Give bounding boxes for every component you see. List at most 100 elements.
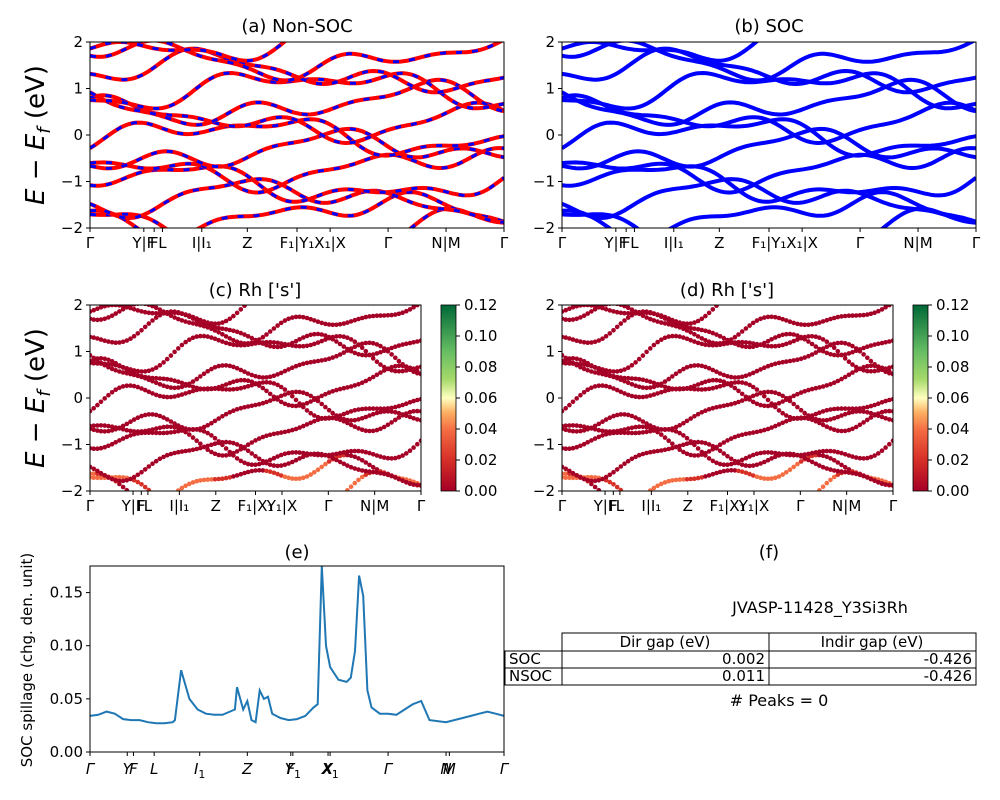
- band-dot: [91, 475, 96, 481]
- band-dot: [651, 485, 657, 491]
- band-dot: [795, 333, 800, 338]
- band-dot: [850, 300, 855, 305]
- band-dot: [271, 381, 277, 386]
- band-dot: [850, 343, 855, 349]
- band-dot: [400, 368, 405, 374]
- band-dot: [865, 312, 870, 317]
- band-dot: [728, 337, 734, 342]
- band-dot: [253, 438, 258, 443]
- band-dot: [91, 423, 96, 429]
- band-dot: [629, 456, 635, 462]
- band-dot: [574, 338, 579, 344]
- band-dot: [316, 505, 321, 510]
- band-dot: [820, 484, 826, 490]
- band-dot: [352, 466, 358, 471]
- ytick-label: 1: [73, 343, 83, 361]
- band-line-overlay: [90, 127, 504, 170]
- band-dot: [396, 415, 402, 420]
- band-dot: [308, 359, 314, 365]
- colorbar-tick-label: 0.02: [936, 451, 969, 469]
- band-dot: [607, 308, 613, 313]
- band-dot: [780, 399, 785, 404]
- band-dot: [567, 402, 572, 408]
- band-dot: [224, 501, 229, 506]
- band-dot: [359, 380, 365, 386]
- band-dot: [238, 367, 244, 373]
- band-dot: [99, 498, 104, 503]
- band-dot: [275, 431, 280, 436]
- band-dot: [578, 496, 583, 501]
- band-dot: [191, 505, 196, 510]
- band-dot: [706, 378, 712, 384]
- band-dot: [363, 378, 369, 384]
- xtick-label: Z: [242, 234, 252, 252]
- band-dot: [585, 496, 590, 501]
- band-dot: [370, 452, 376, 457]
- band-dot: [374, 406, 380, 412]
- band-dot: [670, 386, 675, 392]
- band-dot: [684, 336, 690, 342]
- band-dot: [846, 372, 852, 378]
- band-dot: [651, 342, 657, 348]
- band-dot: [773, 335, 778, 340]
- band-dot: [670, 322, 675, 328]
- band-dot: [267, 391, 273, 397]
- band-dot: [666, 316, 671, 321]
- xtick-label: X: [322, 760, 334, 778]
- band-dot: [648, 449, 653, 455]
- band-dot: [846, 342, 852, 347]
- band-dot: [308, 393, 314, 399]
- band-dot: [381, 424, 387, 430]
- band-dot: [776, 333, 782, 339]
- band-dot: [706, 442, 712, 447]
- band-dot: [784, 397, 789, 403]
- band-dot: [681, 433, 686, 438]
- band-dot: [835, 340, 841, 346]
- band-dot: [297, 519, 302, 524]
- band-dot: [245, 442, 251, 448]
- ytick-label: 1: [545, 80, 555, 98]
- panel-a-bands: [90, 42, 504, 228]
- band-dot: [589, 309, 594, 314]
- band-dot: [842, 469, 848, 475]
- band-dot: [739, 329, 745, 334]
- colorbar-tick-label: 0.12: [464, 296, 497, 314]
- band-dot: [216, 363, 221, 369]
- panel-f: (f) JVASP-11428_Y3Si3Rh Dir gap (eV) Ind…: [504, 542, 977, 710]
- band-dot: [161, 498, 166, 503]
- panel-e-ylabel: SOC spillage (chg. den. unit): [18, 553, 36, 768]
- band-dot: [581, 424, 587, 430]
- band-dot: [393, 475, 398, 480]
- colorbar-tick-label: 0.10: [936, 327, 969, 345]
- band-dot: [142, 375, 148, 381]
- band-dot: [839, 469, 844, 474]
- band-dot: [205, 497, 210, 502]
- band-dot: [611, 469, 616, 475]
- band-dot: [887, 397, 892, 403]
- band-dot: [887, 305, 892, 308]
- band-dot: [787, 319, 793, 325]
- band-dot: [717, 378, 723, 384]
- band-dot: [282, 451, 288, 457]
- band-dot: [183, 426, 188, 431]
- band-dot: [319, 358, 325, 363]
- band-dot: [651, 449, 657, 454]
- band-dot: [876, 499, 881, 504]
- band-dot: [677, 320, 682, 325]
- band-dot: [364, 522, 369, 527]
- panel-f-subtitle: JVASP-11428_Y3Si3Rh: [731, 598, 908, 618]
- band-dot: [393, 404, 398, 410]
- band-dot: [567, 336, 572, 341]
- band-dot: [563, 466, 568, 472]
- band-dot: [146, 321, 152, 326]
- band-dot: [585, 340, 590, 346]
- band-dot: [312, 359, 317, 364]
- band-dot: [176, 393, 181, 398]
- band-dot: [109, 359, 115, 364]
- band-dot: [378, 370, 383, 375]
- band-dot: [622, 310, 627, 316]
- band-dot: [374, 467, 380, 472]
- xtick-label: Γ: [500, 760, 510, 778]
- band-dot: [567, 428, 572, 433]
- band-dot: [750, 341, 756, 346]
